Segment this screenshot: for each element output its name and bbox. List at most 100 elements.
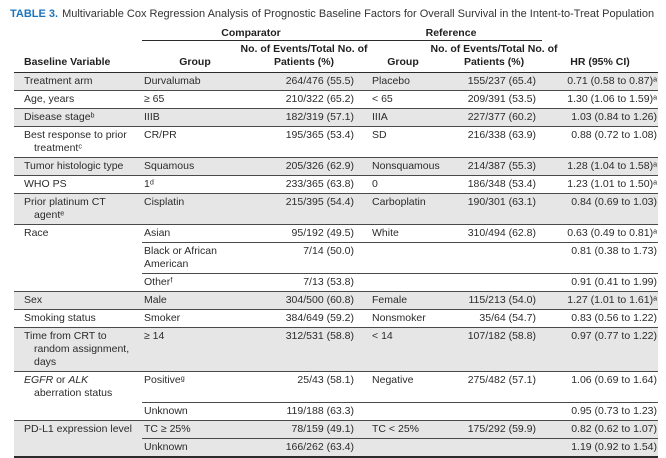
column-header-row: Baseline Variable Group No. of Events/To… [14,40,659,73]
reference-events-cell: 175/292 (59.9) [446,419,543,438]
reference-events-cell: 107/182 (58.8) [446,327,543,372]
comparator-group-cell: CR/PR [142,126,248,158]
reference-events-cell: 186/348 (53.4) [446,175,543,194]
reference-events-cell: 216/338 (63.9) [446,126,543,158]
comparator-group-cell: Asian [142,224,248,243]
comparator-events-cell: 312/531 (58.8) [248,327,361,372]
baseline-variable-cell: EGFR or ALK aberration status [14,371,142,402]
reference-group-cell [360,437,447,457]
reference-group-cell: 0 [360,175,447,194]
reference-events-cell [446,437,543,457]
reference-group-cell: White [360,224,447,243]
comparator-group-cell: Smoker [142,309,248,328]
comparator-group-cell: IIIB [142,108,248,127]
col-group-comparator: Group [142,40,248,73]
comparator-events-cell: 264/476 (55.5) [248,72,361,91]
table-row: Time from CRT to random assignment, days… [14,327,659,372]
baseline-variable-cell: Smoking status [14,309,142,328]
col-events-comparator: No. of Events/Total No. of Patients (%) [241,40,368,73]
hr-cell: 1.27 (1.01 to 1.61)ᵃ [542,291,659,310]
reference-events-cell: 190/301 (63.1) [446,193,543,225]
table-row: Race Asian 95/192 (49.5) White 310/494 (62.8… [14,224,659,243]
baseline-variable-cell: Time from CRT to random assignment, days [14,327,142,372]
comparator-events-cell: 166/262 (63.4) [248,437,361,457]
table-row: Prior platinum CT agentᵉ Cisplatin 215/395… [14,193,659,225]
col-hr: HR (95% CI) [542,40,659,73]
reference-group-cell: IIIA [360,108,447,127]
table-row: PD-L1 expression level TC ≥ 25% 78/159 (49… [14,419,659,438]
comparator-events-cell: 119/188 (63.3) [248,401,361,420]
comparator-group-cell: Otherᶠ [142,273,248,292]
table-row: Disease stageᵇ IIIB 182/319 (57.1) IIIA 227/… [14,108,659,127]
reference-group-cell: Female [360,291,447,310]
table-row: Smoking status Smoker 384/649 (59.2) Nonsmo… [14,309,659,328]
comparator-events-cell: 95/192 (49.5) [248,224,361,243]
spacer-cell [14,27,142,41]
reference-group-cell: TC < 25% [360,419,447,438]
table-title: Multivariable Cox Regression Analysis of… [62,8,655,20]
comparator-group-cell: Squamous [142,157,248,176]
table-body: Treatment arm Durvalumab 264/476 (55.5) Pla… [14,72,659,457]
comparator-events-cell: 384/649 (59.2) [248,309,361,328]
reference-events-cell: 35/64 (54.7) [446,309,543,328]
baseline-variable-cell [14,438,142,457]
comparator-group-cell: Positiveᵍ [142,371,248,402]
col-events-line2: Patients (%) [273,56,335,68]
spacer-cell [542,27,658,41]
hr-cell: 0.97 (0.77 to 1.22) [542,327,659,372]
baseline-variable-cell: Disease stageᵇ [14,108,142,127]
comparator-group-cell: 1ᵈ [142,175,248,194]
table-row: EGFR or ALK aberration status Positiveᵍ 25… [14,371,659,402]
hr-cell: 1.23 (1.01 to 1.50)ᵃ [542,175,659,194]
baseline-variable-cell [14,243,142,274]
col-events-reference: No. of Events/Total No. of Patients (%) [431,40,558,73]
col-events-line1: No. of Events/Total No. of [240,43,368,55]
baseline-variable-cell: Prior platinum CT agentᵉ [14,193,142,225]
baseline-variable-cell: PD-L1 expression level [14,419,142,438]
hr-cell: 1.30 (1.06 to 1.59)ᵃ [542,90,659,109]
comparator-group-cell: Unknown [142,437,248,457]
hr-cell: 0.84 (0.69 to 1.03) [542,193,659,225]
baseline-variable-cell: Race [14,224,142,243]
hr-cell: 0.91 (0.41 to 1.99) [542,273,659,292]
table-caption: TABLE 3. Multivariable Cox Regression Ana… [0,8,666,27]
comparator-events-cell: 78/159 (49.1) [248,419,361,438]
reference-events-cell: 310/494 (62.8) [446,224,543,243]
reference-group-cell [360,273,447,292]
baseline-variable-cell: Sex [14,291,142,310]
hr-cell: 1.03 (0.84 to 1.26) [542,108,659,127]
baseline-variable-cell [14,402,142,420]
table-row: Best response to prior treatmentᶜ CR/PR 19… [14,126,659,158]
comparator-group-cell: TC ≥ 25% [142,419,248,438]
hr-cell: 0.95 (0.73 to 1.23) [542,401,659,420]
col-events-line1: No. of Events/Total No. of [430,43,558,55]
comparator-group-cell: Durvalumab [142,72,248,91]
comparator-group-cell: ≥ 14 [142,327,248,372]
table-number: TABLE 3. [10,8,59,20]
baseline-variable-cell: Tumor histologic type [14,157,142,176]
reference-events-cell: 115/213 (54.0) [446,291,543,310]
reference-group-cell [360,242,447,274]
table-row: Tumor histologic type Squamous 205/326 (62… [14,157,659,176]
reference-events-cell [446,273,543,292]
baseline-variable-cell: WHO PS [14,175,142,194]
comparator-events-cell: 7/13 (53.8) [248,273,361,292]
hr-cell: 0.71 (0.58 to 0.87)ᵃ [542,72,659,91]
comparator-group-cell: Black or African American [142,242,248,274]
reference-group-cell: < 65 [360,90,447,109]
reference-header: Reference [360,27,543,41]
reference-events-cell [446,401,543,420]
reference-events-cell: 155/237 (65.4) [446,72,543,91]
comparator-events-cell: 233/365 (63.8) [248,175,361,194]
table-row: Black or African American 7/14 (50.0) 0.81… [14,242,659,274]
reference-group-cell: Placebo [360,72,447,91]
reference-events-cell: 209/391 (53.5) [446,90,543,109]
reference-events-cell [446,242,543,274]
baseline-variable-cell: Treatment arm [14,72,142,91]
table-row: Otherᶠ 7/13 (53.8) 0.91 (0.41 to 1.99) [14,273,659,292]
reference-group-cell: Nonsmoker [360,309,447,328]
comparator-events-cell: 25/43 (58.1) [248,371,361,402]
table-row: Unknown 166/262 (63.4) 1.19 (0.92 to 1.54) [14,437,659,457]
hr-cell: 0.82 (0.62 to 1.07) [542,419,659,438]
